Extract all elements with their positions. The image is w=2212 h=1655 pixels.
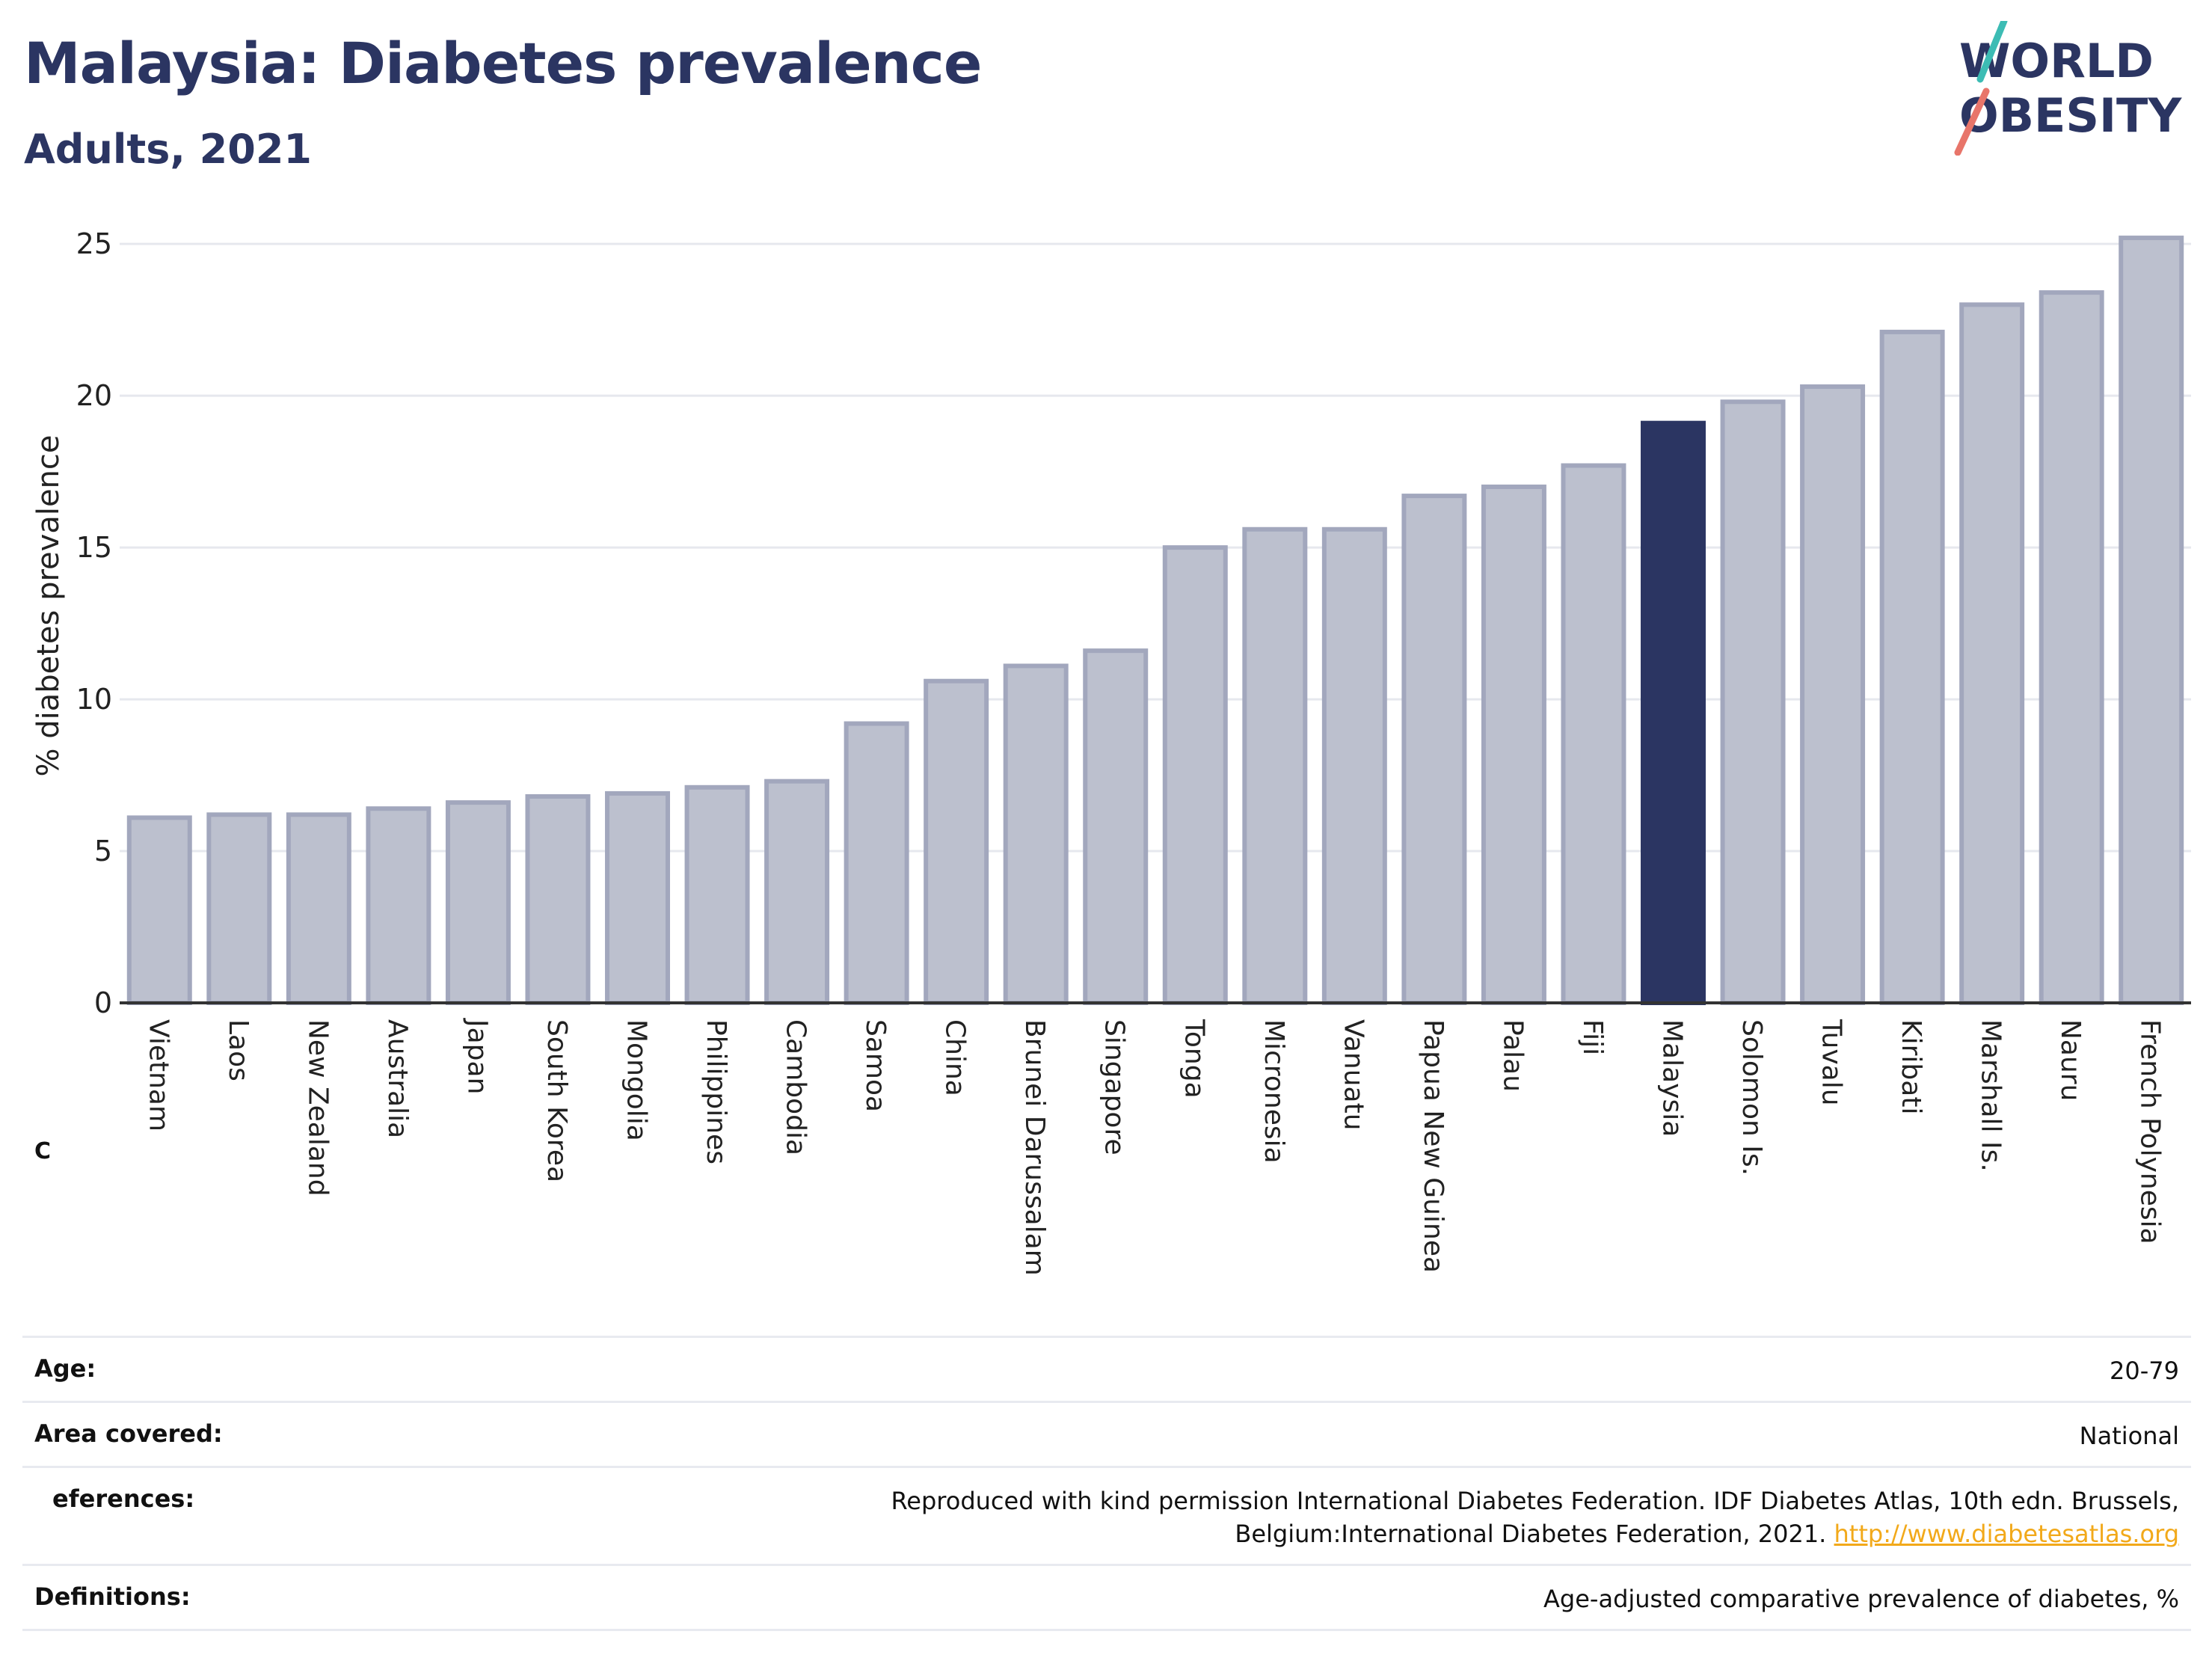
x-category-label: South Korea — [541, 1019, 572, 1182]
bar-tonga — [1162, 545, 1228, 1005]
x-category-label: Tonga — [1179, 1019, 1209, 1099]
panel-letter: C — [34, 1138, 52, 1164]
x-category-label: Mongolia — [621, 1019, 652, 1141]
bar-french-polynesia — [2119, 236, 2184, 1006]
x-category-label: Micronesia — [1259, 1019, 1289, 1164]
age-value: 20-79 — [2110, 1357, 2179, 1385]
x-category-label: Marshall Is. — [1976, 1019, 2006, 1172]
x-category-label: New Zealand — [302, 1019, 333, 1197]
references-link[interactable]: http://www.diabetesatlas.org — [1834, 1520, 2179, 1548]
x-category-label: Laos — [223, 1019, 254, 1081]
info-table: Age: 20-79 Area covered: National eferen… — [22, 1336, 2191, 1631]
bar-papua-new-guinea — [1401, 494, 1467, 1005]
y-tick-label: 25 — [76, 227, 112, 260]
bar-singapore — [1083, 648, 1149, 1006]
category-labels: Vietnam Laos New Zealand Australia Japan Sout… — [143, 1018, 2165, 1276]
info-row-age: Age: 20-79 — [22, 1336, 2191, 1401]
bar-philippines — [684, 784, 750, 1005]
age-label: Age: — [34, 1354, 96, 1383]
y-axis-title: % diabetes prevalence — [31, 435, 66, 776]
x-category-label: Singapore — [1099, 1019, 1130, 1155]
references-text: Reproduced with kind permission Internat… — [891, 1487, 2180, 1548]
bar-new-zealand — [286, 812, 351, 1005]
info-row-definitions: Definitions: Age-adjusted comparative pr… — [22, 1564, 2191, 1631]
y-axis-ticks: 0 5 10 15 20 25 — [76, 227, 112, 1019]
y-tick-label: 0 — [94, 986, 112, 1019]
y-tick-label: 5 — [94, 835, 112, 868]
bar-palau — [1481, 484, 1546, 1005]
x-category-label: Brunei Darussalam — [1019, 1019, 1050, 1276]
x-category-label: Kiribati — [1896, 1019, 1926, 1114]
bar-micronesia — [1242, 526, 1308, 1005]
x-category-label: Malaysia — [1657, 1019, 1688, 1137]
x-category-label: Fiji — [1577, 1019, 1608, 1055]
area-value: National — [2079, 1422, 2179, 1450]
y-tick-label: 20 — [76, 379, 112, 412]
y-tick-label: 10 — [76, 683, 112, 716]
bar-cambodia — [764, 779, 830, 1006]
bar-samoa — [844, 721, 909, 1006]
x-category-label: Samoa — [860, 1019, 891, 1112]
bar-tuvalu — [1800, 384, 1866, 1005]
bar-south-korea — [525, 793, 591, 1005]
bar-laos — [206, 812, 272, 1005]
info-row-references: eferences: Reproduced with kind permissi… — [22, 1466, 2191, 1564]
x-category-label: Vietnam — [143, 1019, 173, 1132]
bar-vanuatu — [1321, 526, 1387, 1005]
area-label: Area covered: — [34, 1419, 223, 1448]
definitions-value: Age-adjusted comparative prevalence of d… — [1543, 1585, 2179, 1613]
x-category-label: Papua New Guinea — [1418, 1019, 1448, 1273]
bar-solomon-is- — [1720, 399, 1786, 1005]
x-category-label: Philippines — [701, 1019, 731, 1164]
definitions-label: Definitions: — [34, 1582, 191, 1611]
bar-china — [924, 678, 989, 1005]
bar-chart: 0 5 10 15 20 25 Vietnam Laos New Zealand Austral… — [31, 227, 2191, 1276]
x-category-label: Tuvalu — [1816, 1019, 1847, 1106]
bar-australia — [366, 806, 431, 1006]
x-category-label: Solomon Is. — [1736, 1019, 1767, 1176]
x-category-label: Australia — [382, 1019, 413, 1138]
page-title: Malaysia: Diabetes prevalence — [24, 30, 982, 96]
bar-nauru — [2039, 290, 2104, 1006]
bar-brunei-darussalam — [1003, 663, 1069, 1005]
bar-vietnam — [126, 815, 192, 1006]
bar-marshall-is- — [1959, 302, 2025, 1005]
x-category-label: Palau — [1497, 1019, 1528, 1092]
x-category-label: Nauru — [2055, 1019, 2086, 1101]
bar-malaysia — [1641, 420, 1706, 1005]
bars — [126, 236, 2184, 1006]
info-row-area: Area covered: National — [22, 1401, 2191, 1466]
x-category-label: Japan — [461, 1018, 492, 1094]
references-value: Reproduced with kind permission Internat… — [683, 1484, 2180, 1550]
y-tick-label: 15 — [76, 531, 112, 564]
x-category-label: China — [940, 1019, 971, 1096]
x-category-label: Cambodia — [781, 1019, 811, 1155]
x-category-label: French Polynesia — [2135, 1019, 2166, 1244]
bar-kiribati — [1879, 329, 1945, 1006]
svg-text:OBESITY: OBESITY — [1959, 88, 2182, 143]
x-category-label: Vanuatu — [1338, 1019, 1368, 1131]
world-obesity-logo: WORLD OBESITY — [1954, 21, 2182, 156]
references-label: eferences: — [52, 1484, 195, 1513]
bar-japan — [445, 800, 511, 1005]
bar-mongolia — [605, 790, 670, 1005]
bar-fiji — [1561, 463, 1626, 1005]
page-subtitle: Adults, 2021 — [24, 126, 312, 173]
